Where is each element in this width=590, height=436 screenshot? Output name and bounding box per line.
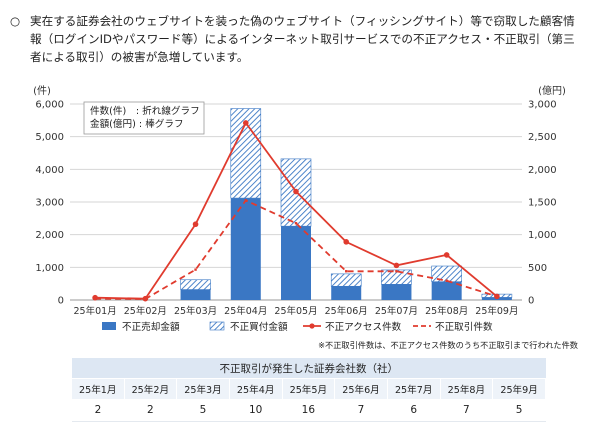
legend-label: 不正アクセス件数 (325, 321, 402, 333)
point-unauthorized-trades (345, 270, 348, 273)
x-tick-label: 25年01月 (74, 305, 117, 317)
point-unauthorized-trades (93, 297, 97, 300)
x-tick-label: 25年03月 (174, 305, 217, 317)
left-tick-label: 2,000 (35, 230, 64, 241)
point-unauthorized-trades (194, 268, 197, 271)
table-value-cell: 2 (72, 399, 124, 422)
legend-swatch-sold (102, 322, 116, 330)
inset-line: 件数(件) : 折れ線グラフ (90, 105, 200, 117)
table-header-cell: 25年4月 (229, 378, 283, 399)
point-unauthorized-access (242, 120, 249, 126)
companies-table: 不正取引が発生した証券会社数（社） 25年1月 25年2月 25年3月 25年4月 25… (72, 358, 546, 422)
bar-bought (431, 265, 462, 283)
table-value-cell: 10 (229, 399, 283, 422)
inset-line: 金額(億円) : 棒グラフ (90, 118, 184, 130)
legend-label: 不正買付金額 (230, 321, 288, 333)
right-tick-label: 500 (528, 263, 547, 274)
x-tick-label: 25年06月 (325, 305, 368, 317)
right-tick-label: 1,000 (528, 230, 557, 241)
right-tick-label: 0 (528, 296, 534, 307)
point-unauthorized-access (293, 188, 299, 195)
table-value-row: 2 2 5 10 16 7 6 7 5 (72, 399, 546, 422)
bar-sold (431, 281, 462, 300)
x-tick-label: 25年07月 (375, 305, 418, 317)
table-header-cell: 25年8月 (440, 378, 494, 399)
left-axis: 0 1,000 2,000 3,000 4,000 5,000 6,000 (件) (33, 85, 64, 307)
left-tick-label: 6,000 (35, 100, 64, 111)
table-value-cell: 2 (124, 399, 177, 422)
point-unauthorized-trades (495, 295, 499, 298)
table-value-cell: 5 (176, 399, 230, 422)
left-tick-label: 3,000 (35, 198, 64, 209)
right-tick-label: 3,000 (528, 100, 557, 111)
table-value-cell: 7 (440, 399, 493, 422)
bar-sold (230, 198, 261, 300)
point-unauthorized-access (393, 262, 400, 269)
point-unauthorized-trades (244, 199, 247, 202)
point-unauthorized-trades (144, 297, 147, 301)
x-tick-label: 25年08月 (425, 305, 468, 317)
legend-swatch-bought (209, 321, 225, 331)
table-header-cell: 25年1月 (72, 378, 125, 399)
left-tick-label: 0 (58, 296, 64, 307)
bar-bought (330, 273, 362, 287)
bullet-marker: ○ (10, 14, 21, 28)
bar-sold (381, 284, 412, 300)
point-unauthorized-trades (294, 222, 298, 225)
x-axis-labels: 25年01月 25年02月 25年03月 25年04月 25年05月 25年06月 25年0… (74, 305, 519, 317)
bar-sold (180, 289, 211, 300)
chart-footnote: ※不正取引件数は、不正アクセス件数のうち不正取引まで行われた件数 (318, 340, 578, 350)
intro-text: 実在する証券会社のウェブサイトを装った偽のウェブサイト（フィッシングサイト）等で… (30, 14, 575, 64)
bar-bought (381, 269, 412, 285)
legend-label: 不正売却金額 (122, 321, 180, 333)
table-value-cell: 16 (282, 399, 335, 422)
point-unauthorized-access (443, 252, 450, 258)
left-axis-unit: (件) (33, 85, 51, 97)
table-value-cell: 5 (492, 399, 546, 422)
legend-marker-access (309, 323, 315, 329)
right-axis-unit: (億円) (538, 84, 566, 97)
x-tick-label: 25年09月 (475, 305, 518, 317)
table-title: 不正取引が発生した証券会社数（社） (72, 358, 546, 379)
point-unauthorized-access (343, 239, 350, 245)
table-header-cell: 25年5月 (282, 378, 336, 399)
right-axis: 0 500 1,000 1,500 2,000 2,500 3,000 (億円) (528, 84, 566, 307)
table-header-cell: 25年7月 (387, 378, 441, 399)
table-value-cell: 6 (387, 399, 441, 422)
fraud-chart: 0 1,000 2,000 3,000 4,000 5,000 6,000 (件) 0 500 1… (33, 84, 566, 333)
left-tick-label: 4,000 (35, 165, 64, 176)
right-tick-label: 2,000 (528, 165, 557, 176)
bar-bought (180, 279, 211, 290)
x-tick-label: 25年02月 (124, 305, 167, 317)
bar-sold (331, 286, 362, 300)
table-header-row: 25年1月 25年2月 25年3月 25年4月 25年5月 25年6月 25年7月 25年8月… (72, 378, 546, 399)
legend: 不正売却金額 不正買付金額 不正アクセス件数 不正取引件数 (102, 321, 493, 333)
table-header-cell: 25年6月 (334, 378, 388, 399)
left-tick-label: 1,000 (35, 263, 64, 274)
x-tick-label: 25年05月 (274, 305, 317, 317)
table-header-cell: 25年9月 (492, 378, 546, 399)
x-tick-label: 25年04月 (224, 305, 267, 317)
right-tick-label: 2,500 (528, 132, 557, 143)
inset-box (83, 101, 205, 135)
point-unauthorized-access (192, 221, 199, 228)
lines (92, 120, 500, 302)
point-unauthorized-trades (395, 270, 398, 273)
table-value-cell: 7 (334, 399, 388, 422)
right-tick-label: 1,500 (528, 198, 557, 209)
legend-label: 不正取引件数 (435, 321, 493, 333)
table-header-cell: 25年3月 (176, 378, 230, 399)
point-unauthorized-trades (445, 279, 448, 282)
table-header-cell: 25年2月 (124, 378, 178, 399)
table-title-row: 不正取引が発生した証券会社数（社） (72, 358, 546, 379)
left-tick-label: 5,000 (35, 132, 64, 143)
bar-sold (281, 226, 311, 300)
line-unauthorized-trades (95, 199, 498, 300)
